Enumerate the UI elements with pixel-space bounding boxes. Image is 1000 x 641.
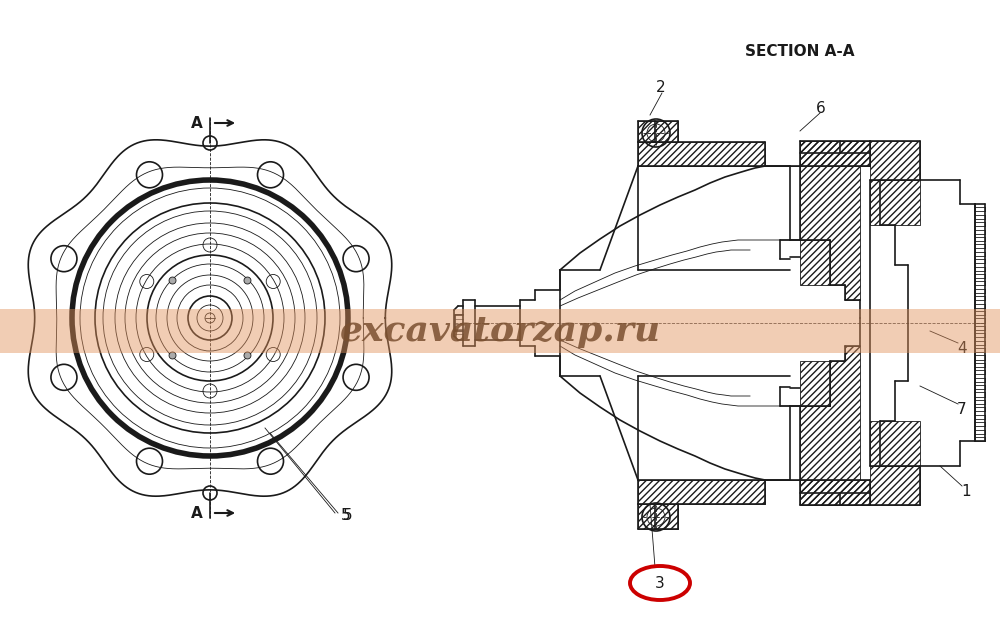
Circle shape bbox=[244, 277, 251, 284]
Bar bbox=[800, 480, 870, 505]
Circle shape bbox=[169, 277, 176, 284]
Bar bbox=[800, 141, 870, 166]
Text: SECTION A-A: SECTION A-A bbox=[745, 44, 855, 58]
Bar bbox=[638, 504, 678, 529]
Text: A: A bbox=[191, 115, 203, 131]
Circle shape bbox=[169, 352, 176, 359]
Bar bbox=[870, 180, 920, 225]
Bar bbox=[638, 121, 678, 142]
Bar bbox=[800, 361, 830, 406]
Text: excavatorzap.ru: excavatorzap.ru bbox=[339, 314, 661, 348]
Text: A: A bbox=[191, 506, 203, 520]
Text: 6: 6 bbox=[816, 101, 826, 115]
Bar bbox=[870, 421, 920, 466]
Text: 5: 5 bbox=[341, 508, 351, 524]
Text: 7: 7 bbox=[957, 401, 967, 417]
Bar bbox=[870, 141, 920, 180]
Circle shape bbox=[244, 352, 251, 359]
Bar bbox=[800, 240, 830, 285]
Bar bbox=[638, 142, 765, 166]
Text: 3: 3 bbox=[655, 576, 665, 590]
Bar bbox=[870, 466, 920, 505]
Text: 2: 2 bbox=[656, 79, 666, 94]
Text: 4: 4 bbox=[957, 340, 967, 356]
Text: 1: 1 bbox=[961, 483, 971, 499]
Text: 5: 5 bbox=[343, 508, 353, 522]
Bar bbox=[638, 480, 765, 504]
Bar bbox=[0, 309, 1000, 353]
